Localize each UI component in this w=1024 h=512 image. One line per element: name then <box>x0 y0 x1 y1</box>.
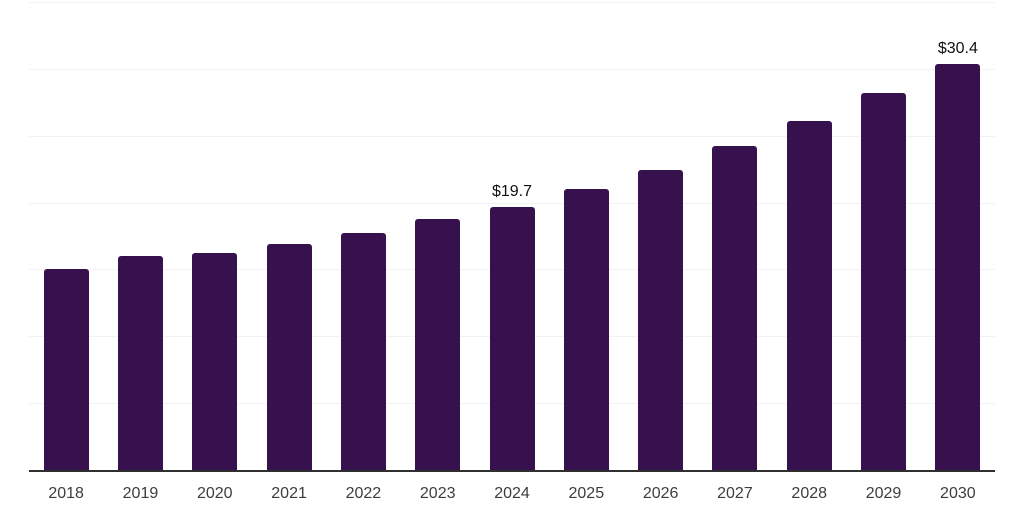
data-label-2024: $19.7 <box>491 182 533 200</box>
x-tick-label-2027: 2027 <box>717 485 753 502</box>
bar-2029 <box>861 92 907 470</box>
bar-2019 <box>117 256 163 470</box>
x-tick-label-2025: 2025 <box>568 485 605 502</box>
gridline-y-25 <box>29 135 995 137</box>
x-tick-label-2026: 2026 <box>642 485 679 502</box>
x-tick-label-2030: 2030 <box>940 485 976 502</box>
x-tick-label-2019: 2019 <box>122 485 159 502</box>
data-label-2030: $30.4 <box>937 39 978 57</box>
x-tick-label-2020: 2020 <box>196 485 233 502</box>
gridline-y-35 <box>29 2 995 3</box>
bar-2023 <box>415 218 461 470</box>
gridline-y-30 <box>29 68 995 70</box>
x-axis-line <box>29 470 995 472</box>
x-tick-label-2023: 2023 <box>419 485 456 502</box>
bar-2018 <box>43 269 89 470</box>
bar-2022 <box>340 233 386 470</box>
bar-2021 <box>266 244 312 470</box>
bar-2030 <box>935 63 981 470</box>
bar-2026 <box>638 170 684 470</box>
bar-2027 <box>712 146 758 470</box>
x-tick-label-2024: 2024 <box>494 485 530 502</box>
x-tick-label-2028: 2028 <box>791 485 828 502</box>
x-tick-label-2029: 2029 <box>865 485 902 502</box>
bar-2024 <box>489 206 535 470</box>
gridline-y-20 <box>29 202 995 204</box>
bar-2020 <box>192 253 238 470</box>
x-tick-label-2018: 2018 <box>48 485 84 502</box>
x-tick-label-2022: 2022 <box>345 485 382 502</box>
bar-2025 <box>563 189 609 470</box>
x-tick-label-2021: 2021 <box>271 485 307 502</box>
bar-2028 <box>786 121 832 470</box>
